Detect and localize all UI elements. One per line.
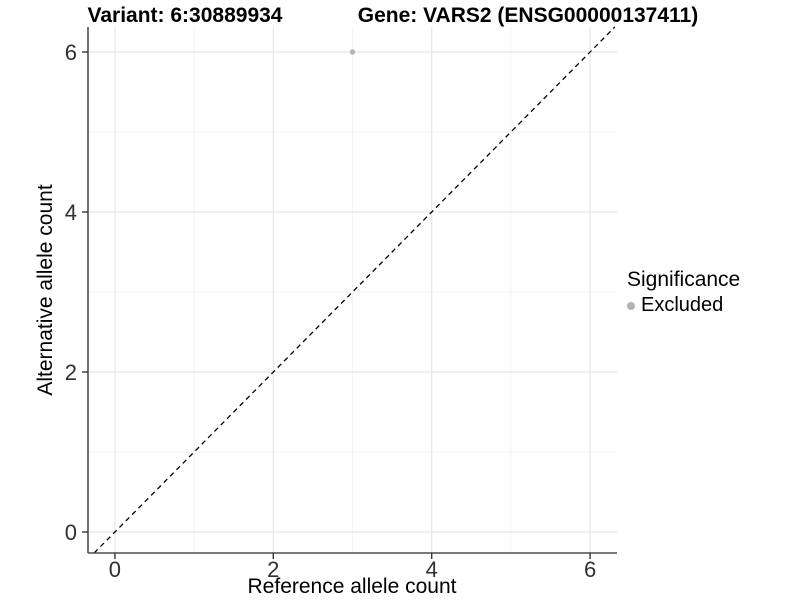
y-tick-label: 4	[65, 200, 77, 225]
axes	[87, 27, 617, 554]
identity-dashed-line	[93, 26, 616, 554]
tick-marks-and-labels: 0 2 4 6 0 2 4 6	[65, 40, 596, 582]
y-tick-label: 2	[65, 360, 77, 385]
gridlines	[88, 27, 617, 553]
legend-point-icon	[627, 301, 635, 310]
y-tick-label: 0	[65, 520, 77, 545]
plot-title-gene: Gene: VARS2 (ENSG00000137411)	[358, 4, 698, 27]
data-points	[349, 49, 356, 55]
x-tick-label: 2	[267, 557, 279, 582]
legend-entry-label: Excluded	[641, 294, 724, 317]
legend-entry-excluded: Excluded	[627, 294, 740, 317]
x-tick-label: 0	[109, 557, 121, 582]
legend: Significance Excluded	[627, 268, 740, 317]
x-axis-title: Reference allele count	[248, 575, 457, 598]
y-axis-title: Alternative allele count	[34, 184, 57, 395]
legend-title: Significance	[627, 268, 741, 291]
plot-title-variant: Variant: 6:30889934	[88, 4, 283, 27]
identity-line	[93, 26, 616, 554]
x-tick-label: 4	[426, 557, 438, 582]
data-point	[349, 49, 356, 55]
x-tick-label: 6	[584, 557, 596, 582]
y-tick-label: 6	[65, 40, 77, 65]
